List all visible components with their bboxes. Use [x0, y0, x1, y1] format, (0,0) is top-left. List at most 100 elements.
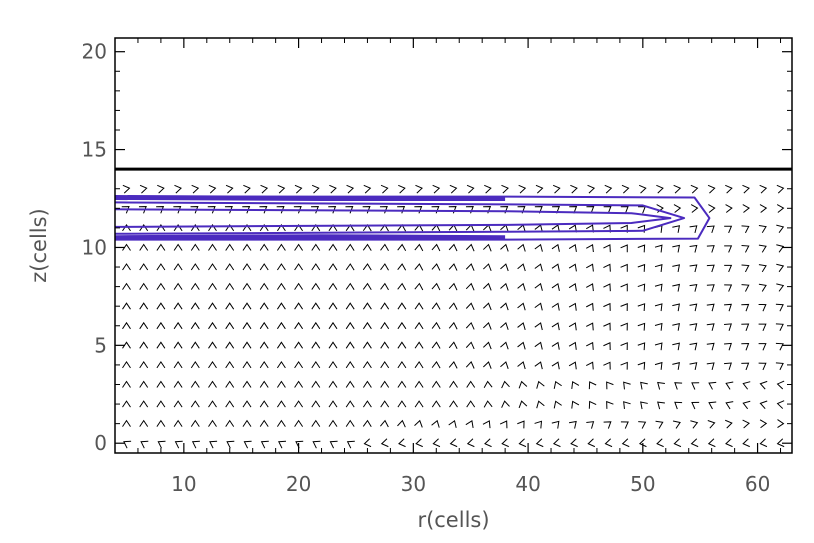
- vector-arrow: [414, 282, 424, 291]
- vector-arrow: [776, 184, 785, 194]
- vector-arrow: [568, 302, 577, 311]
- vector-arrow: [551, 420, 560, 429]
- vector-arrow: [226, 440, 235, 449]
- vector-arrow: [689, 303, 698, 312]
- vector-arrow: [672, 283, 681, 292]
- vector-arrow: [259, 282, 269, 290]
- vector-arrow: [139, 282, 149, 290]
- vector-arrow: [380, 341, 390, 349]
- vector-arrow: [242, 282, 252, 290]
- vector-arrow: [432, 184, 441, 194]
- vector-arrow: [311, 341, 321, 349]
- vector-arrow: [708, 401, 717, 410]
- vector-arrow: [431, 419, 440, 428]
- vector-arrow: [311, 302, 321, 310]
- vector-arrow: [328, 341, 338, 349]
- vector-arrow: [638, 184, 647, 194]
- vector-arrow: [551, 243, 560, 252]
- vector-arrow: [431, 321, 441, 330]
- vector-arrow: [483, 282, 492, 291]
- vector-arrow: [276, 302, 286, 310]
- vector-arrow: [483, 321, 492, 330]
- vector-arrow: [243, 184, 251, 194]
- vector-arrow: [536, 400, 545, 409]
- vector-arrow: [500, 282, 509, 291]
- vector-arrow: [294, 184, 303, 194]
- vector-arrow: [329, 440, 338, 449]
- vector-arrow: [775, 323, 784, 331]
- vector-arrow: [621, 438, 630, 448]
- vector-arrow: [483, 302, 492, 311]
- vector-arrow: [276, 360, 286, 369]
- vector-arrow: [706, 323, 715, 331]
- vector-arrow: [173, 380, 183, 388]
- vector-arrow: [156, 223, 166, 232]
- vector-arrow: [465, 341, 475, 350]
- vector-arrow: [500, 243, 509, 252]
- vector-arrow: [173, 282, 183, 290]
- vector-arrow: [242, 380, 252, 388]
- vector-arrow: [449, 400, 458, 408]
- vector-arrow: [501, 184, 509, 194]
- vector-arrow: [518, 400, 528, 409]
- plot-frame: [114, 37, 793, 454]
- vector-arrow: [776, 438, 785, 448]
- vector-arrow: [551, 361, 560, 370]
- vector-arrow: [225, 282, 235, 290]
- vector-arrow: [190, 223, 200, 232]
- vector-arrow: [345, 400, 355, 408]
- vector-arrow: [276, 380, 286, 388]
- vector-arrow: [448, 361, 458, 369]
- vector-arrow: [552, 184, 561, 194]
- vector-arrow: [328, 419, 338, 427]
- vector-arrow: [620, 361, 628, 370]
- vector-arrow: [689, 244, 698, 253]
- vector-arrow: [758, 323, 767, 331]
- vector-arrow: [345, 341, 355, 349]
- vector-arrow: [380, 380, 390, 388]
- vector-arrow: [294, 360, 304, 369]
- vector-arrow: [449, 380, 458, 388]
- vector-arrow: [294, 400, 304, 408]
- vector-arrow: [706, 303, 715, 312]
- vector-arrow: [552, 438, 561, 448]
- vector-arrow: [277, 184, 286, 194]
- vector-arrow: [156, 243, 166, 251]
- vector-arrow: [620, 206, 629, 214]
- vector-arrow: [706, 225, 715, 234]
- vector-arrow: [657, 381, 665, 390]
- vector-arrow: [672, 244, 681, 253]
- vector-arrow: [362, 263, 372, 271]
- vector-arrow: [640, 381, 648, 390]
- vector-arrow: [586, 224, 594, 233]
- vector-arrow: [759, 380, 768, 390]
- vector-arrow: [431, 380, 441, 388]
- vector-arrows: [121, 184, 785, 449]
- vector-arrow: [448, 282, 458, 291]
- vector-arrow: [725, 401, 734, 410]
- vector-arrow: [725, 438, 733, 448]
- vector-arrow: [225, 360, 235, 369]
- vector-arrow: [640, 401, 648, 410]
- vector-arrow: [259, 206, 268, 214]
- vector-arrow: [380, 282, 389, 291]
- vector-arrow: [637, 303, 646, 312]
- vector-arrow: [139, 223, 149, 232]
- vector-arrow: [431, 282, 441, 291]
- vector-arrow: [775, 362, 784, 371]
- vector-arrow: [190, 206, 199, 214]
- vector-arrow: [156, 263, 166, 271]
- vector-arrow: [689, 264, 698, 273]
- vector-arrow: [363, 184, 372, 194]
- vector-arrow: [345, 302, 355, 310]
- vector-arrow: [345, 243, 355, 251]
- vector-arrow: [586, 421, 595, 429]
- vector-arrow: [689, 225, 698, 234]
- vector-arrow: [260, 184, 269, 194]
- vector-arrow: [173, 263, 183, 271]
- vector-arrow: [673, 438, 682, 448]
- vector-arrow: [483, 243, 492, 252]
- vector-arrow: [501, 438, 509, 448]
- vector-arrow: [654, 264, 663, 272]
- vector-arrow: [551, 282, 560, 291]
